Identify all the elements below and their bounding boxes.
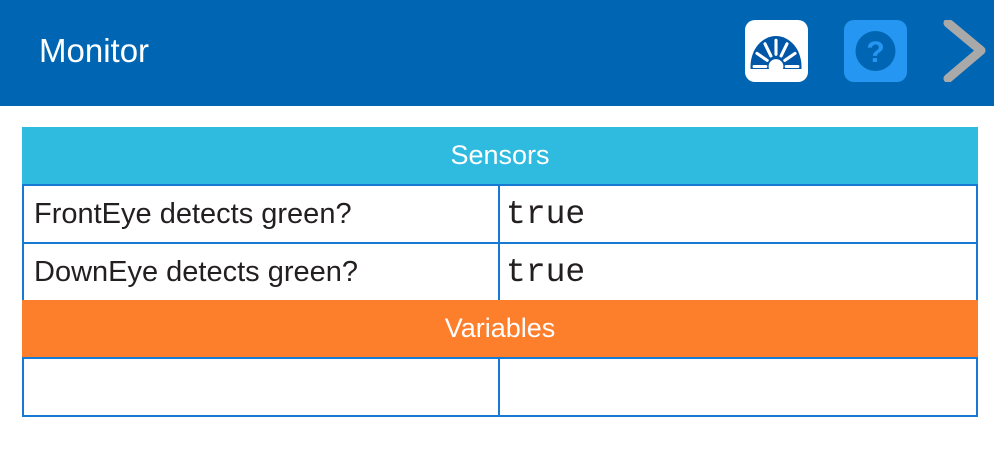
svg-text:?: ? [866,36,884,69]
